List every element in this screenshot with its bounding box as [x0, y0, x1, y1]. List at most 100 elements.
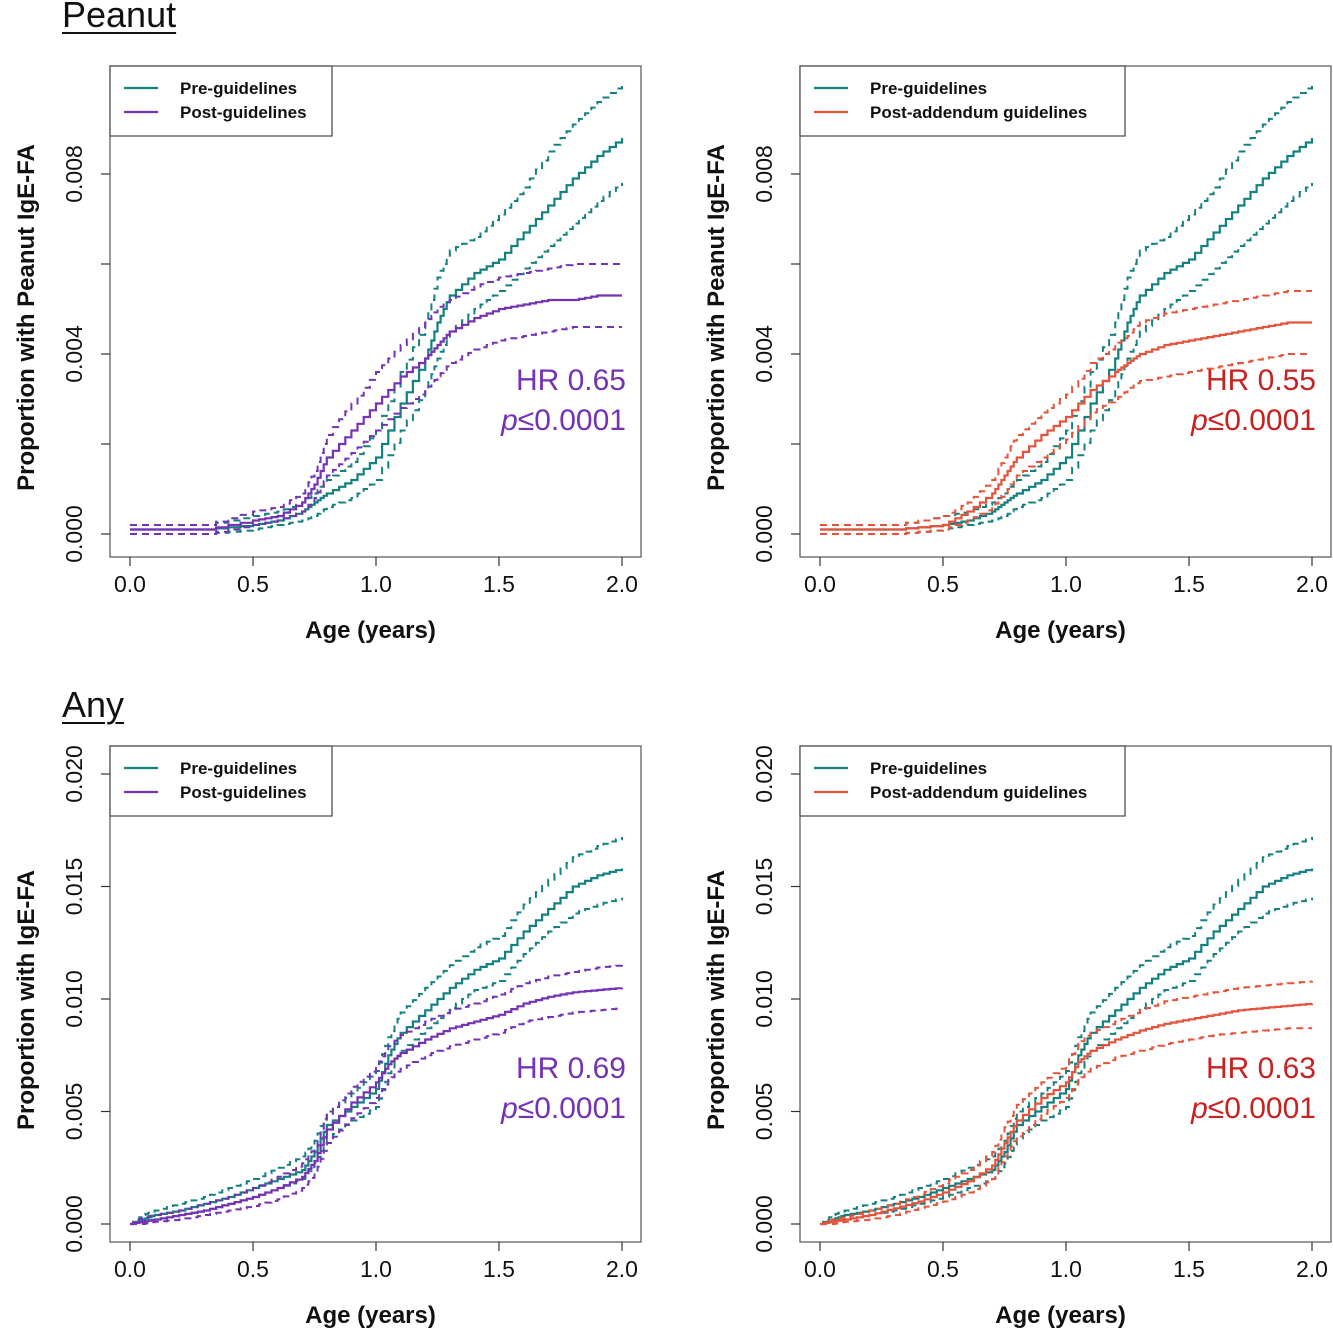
x-axis-title: Age (years) [305, 1302, 436, 1329]
x-tick-label: 2.0 [606, 1256, 638, 1282]
y-axis-title: Proportion with IgE-FA [703, 870, 730, 1130]
series-pre-guidelines [130, 84, 624, 535]
y-tick-label: 0.004 [751, 325, 777, 383]
estimate-line [820, 138, 1314, 531]
y-tick-label: 0.010 [751, 970, 777, 1028]
p-value-rest: ≤0.0001 [1208, 1092, 1316, 1125]
ci-upper-line [130, 263, 622, 526]
x-tick-label: 1.0 [1050, 1256, 1082, 1282]
y-tick-label: 0.020 [751, 745, 777, 803]
legend-label-post-addendum-guidelines: Post-addendum guidelines [870, 103, 1087, 122]
series-post-guidelines [130, 263, 622, 535]
legend-label-pre-guidelines: Pre-guidelines [870, 79, 987, 98]
plot-frame [109, 65, 642, 558]
y-axis-title: Proportion with Peanut IgE-FA [703, 144, 730, 491]
x-tick-label: 0.5 [927, 571, 959, 597]
hr-value: HR 0.69 [516, 1052, 626, 1085]
x-tick-label: 0.5 [237, 571, 269, 597]
x-tick-label: 1.0 [360, 571, 392, 597]
p-value-rest: ≤0.0001 [1208, 404, 1316, 437]
estimate-line [130, 138, 624, 531]
hr-annotation: HR 0.65 p≤0.0001 [500, 364, 626, 437]
series-post-addendum-guidelines [820, 980, 1314, 1226]
legend: Pre-guidelines Post-addendum guidelines [799, 745, 1126, 817]
y-axis-title: Proportion with IgE-FA [13, 870, 40, 1130]
y-tick-label: 0.005 [751, 1083, 777, 1141]
legend-label-pre-guidelines: Pre-guidelines [180, 79, 297, 98]
x-tick-label: 0.5 [927, 1256, 959, 1282]
series-pre-guidelines [130, 837, 624, 1226]
ci-upper-line [130, 84, 623, 526]
hr-annotation: HR 0.55 p≤0.0001 [1190, 364, 1316, 437]
p-value-italic: p [500, 404, 518, 437]
ci-upper-line [820, 84, 1313, 526]
legend: Pre-guidelines Post-guidelines [109, 745, 333, 817]
legend-label-pre-guidelines: Pre-guidelines [180, 759, 297, 778]
ci-lower-line [820, 897, 1313, 1225]
hr-annotation: HR 0.63 p≤0.0001 [1190, 1052, 1316, 1125]
y-tick-label: 0.005 [61, 1083, 87, 1141]
x-tick-label: 0.5 [237, 1256, 269, 1282]
ci-lower-line [130, 1007, 623, 1225]
p-value: p≤0.0001 [500, 1092, 626, 1125]
y-tick-label: 0.000 [61, 1195, 87, 1253]
x-tick-label: 1.5 [1173, 571, 1205, 597]
y-tick-label: 0.020 [61, 745, 87, 803]
ci-lower-line [820, 1027, 1312, 1225]
estimate-line [130, 987, 624, 1226]
hr-value: HR 0.55 [1206, 364, 1316, 397]
plot-frame [799, 745, 1332, 1243]
legend-box [799, 745, 1126, 817]
p-value: p≤0.0001 [500, 404, 626, 437]
p-value-italic: p [1190, 404, 1208, 437]
x-tick-label: 1.0 [360, 1256, 392, 1282]
y-tick-label: 0.015 [751, 858, 777, 916]
estimate-line [820, 321, 1312, 531]
legend-label-post-addendum-guidelines: Post-addendum guidelines [870, 783, 1087, 802]
series-pre-guidelines [820, 84, 1314, 535]
estimate-line [130, 868, 624, 1226]
chart-any-post-addendum: 0.0 0.5 1.0 1.5 2.0 0.000 0.005 0.010 0.015 0.020… [703, 745, 1332, 1329]
section-title-any: Any [62, 684, 125, 725]
ci-upper-line [130, 837, 623, 1225]
x-tick-label: 0.0 [114, 1256, 146, 1282]
chart-any-post-guidelines: 0.0 0.5 1.0 1.5 2.0 0.000 0.005 0.010 0.015 0.020… [13, 745, 642, 1329]
x-tick-label: 2.0 [1296, 1256, 1328, 1282]
x-tick-label: 2.0 [1296, 571, 1328, 597]
ci-lower-line [130, 183, 623, 535]
x-axis-title: Age (years) [995, 1302, 1126, 1329]
series-post-addendum-guidelines [820, 290, 1312, 535]
series-pre-guidelines [820, 837, 1314, 1226]
x-tick-label: 1.0 [1050, 571, 1082, 597]
p-value-rest: ≤0.0001 [518, 404, 626, 437]
ci-lower-line [820, 353, 1312, 535]
p-value: p≤0.0001 [1190, 404, 1316, 437]
estimate-line [820, 1003, 1314, 1226]
ci-upper-line [820, 837, 1313, 1225]
legend: Pre-guidelines Post-guidelines [109, 65, 333, 137]
estimate-line [130, 294, 622, 531]
x-tick-label: 0.0 [804, 571, 836, 597]
x-tick-label: 2.0 [606, 571, 638, 597]
x-tick-label: 0.0 [804, 1256, 836, 1282]
y-tick-label: 0.010 [61, 970, 87, 1028]
legend-label-post-guidelines: Post-guidelines [180, 783, 307, 802]
y-tick-label: 0.000 [61, 505, 87, 563]
ci-upper-line [820, 290, 1312, 526]
ci-upper-line [820, 980, 1313, 1225]
p-value-rest: ≤0.0001 [518, 1092, 626, 1125]
y-tick-label: 0.004 [61, 325, 87, 383]
legend-label-post-guidelines: Post-guidelines [180, 103, 307, 122]
y-tick-label: 0.008 [751, 145, 777, 203]
p-value-italic: p [500, 1092, 518, 1125]
legend: Pre-guidelines Post-addendum guidelines [799, 65, 1126, 137]
y-tick-label: 0.000 [751, 1195, 777, 1253]
legend-label-pre-guidelines: Pre-guidelines [870, 759, 987, 778]
hr-value: HR 0.63 [1206, 1052, 1316, 1085]
y-tick-label: 0.015 [61, 858, 87, 916]
chart-peanut-post-addendum: 0.0 0.5 1.0 1.5 2.0 0.000 0.004 0.008 Age (years… [703, 65, 1332, 644]
x-tick-label: 1.5 [483, 571, 515, 597]
x-tick-label: 1.5 [1173, 1256, 1205, 1282]
p-value-italic: p [1190, 1092, 1208, 1125]
legend-box [109, 65, 333, 137]
